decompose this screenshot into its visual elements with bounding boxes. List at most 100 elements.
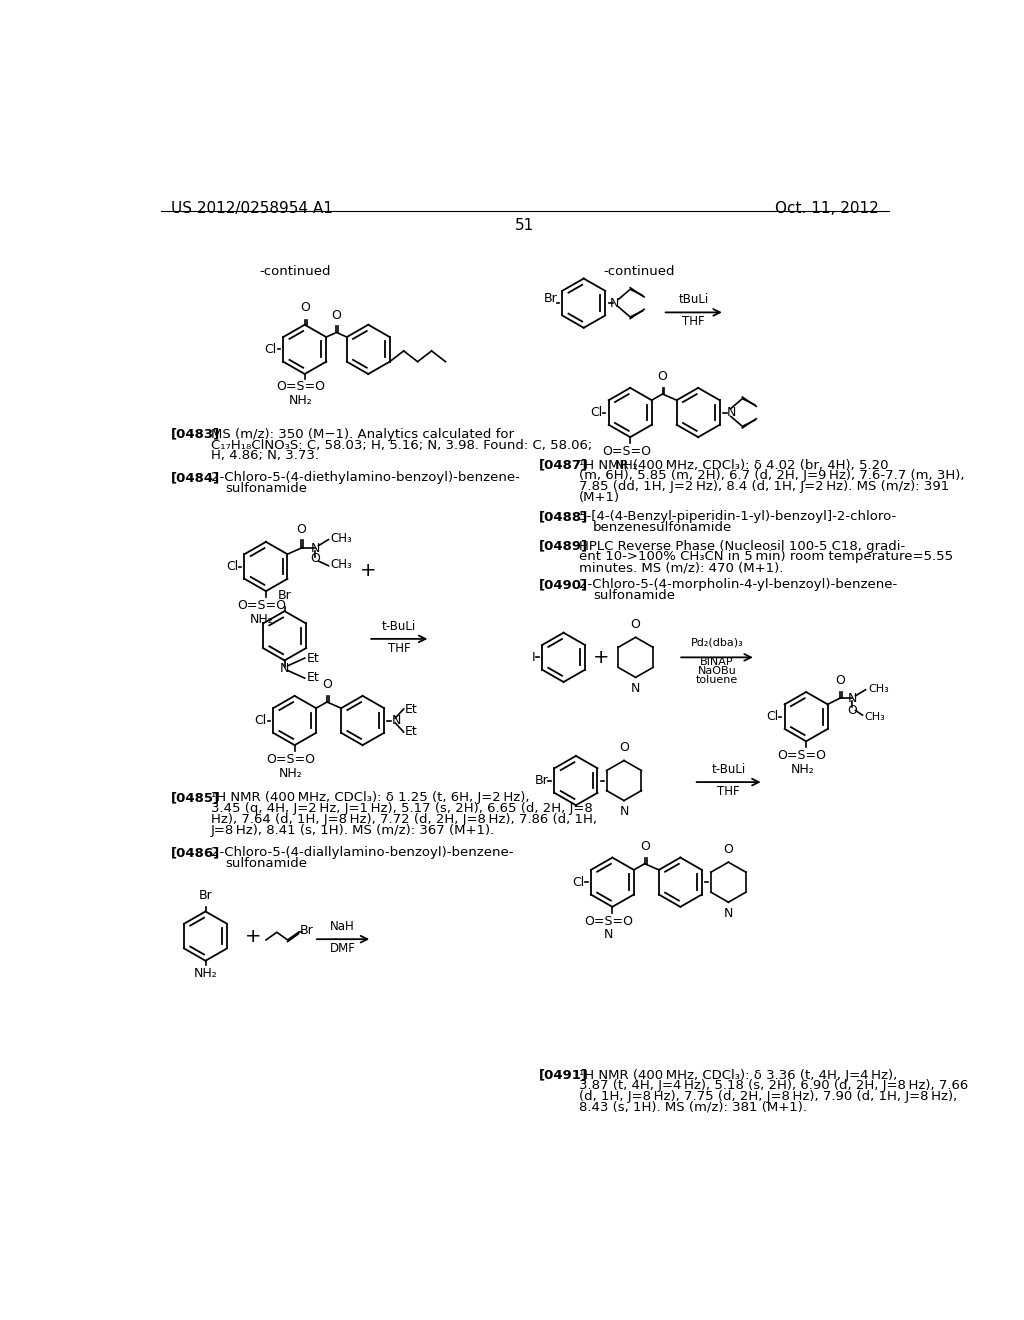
- Text: Cl: Cl: [264, 343, 276, 356]
- Text: Cl: Cl: [766, 710, 778, 723]
- Text: Br: Br: [199, 890, 212, 903]
- Text: O=S=O: O=S=O: [602, 445, 651, 458]
- Text: O: O: [724, 843, 733, 857]
- Text: sulfonamide: sulfonamide: [225, 482, 307, 495]
- Text: MS (m/z): 350 (M−1). Analytics calculated for: MS (m/z): 350 (M−1). Analytics calculate…: [211, 428, 514, 441]
- Text: [0487]: [0487]: [539, 459, 588, 471]
- Text: I: I: [532, 651, 536, 664]
- Text: NH₂: NH₂: [791, 763, 814, 776]
- Text: O=S=O: O=S=O: [584, 915, 633, 928]
- Text: sulfonamide: sulfonamide: [593, 589, 675, 602]
- Text: Br: Br: [300, 924, 313, 937]
- Text: [0491]: [0491]: [539, 1069, 588, 1081]
- Text: N: N: [724, 907, 733, 920]
- Text: O: O: [657, 370, 668, 383]
- Text: O: O: [620, 742, 629, 755]
- Text: O: O: [296, 523, 306, 536]
- Text: Hz), 7.64 (d, 1H, J=8 Hz), 7.72 (d, 2H, J=8 Hz), 7.86 (d, 1H,: Hz), 7.64 (d, 1H, J=8 Hz), 7.72 (d, 2H, …: [211, 813, 597, 826]
- Text: Cl: Cl: [572, 875, 585, 888]
- Text: N: N: [848, 692, 857, 705]
- Text: N: N: [310, 541, 321, 554]
- Text: Et: Et: [306, 652, 319, 665]
- Text: 8.43 (s, 1H). MS (m/z): 381 (M+1).: 8.43 (s, 1H). MS (m/z): 381 (M+1).: [579, 1101, 807, 1114]
- Text: Br: Br: [544, 292, 557, 305]
- Text: [0484]: [0484]: [171, 471, 220, 484]
- Text: CH₃: CH₃: [864, 711, 885, 722]
- Text: N: N: [604, 928, 613, 941]
- Text: O: O: [640, 840, 649, 853]
- Text: O: O: [310, 552, 321, 565]
- Text: C₁₇H₁₈ClNO₃S: C, 58.03; H, 5.16; N, 3.98. Found: C, 58.06;: C₁₇H₁₈ClNO₃S: C, 58.03; H, 5.16; N, 3.98…: [211, 438, 592, 451]
- Text: Pd₂(dba)₃: Pd₂(dba)₃: [690, 638, 743, 647]
- Text: H, 4.86; N, 3.73.: H, 4.86; N, 3.73.: [211, 449, 318, 462]
- Text: 51: 51: [515, 218, 535, 234]
- Text: tBuLi: tBuLi: [679, 293, 709, 306]
- Text: Br: Br: [278, 589, 292, 602]
- Text: +: +: [246, 927, 262, 945]
- Text: O: O: [848, 704, 857, 717]
- Text: ¹H NMR (400 MHz, CDCl₃): δ 3.36 (t, 4H, J=4 Hz),: ¹H NMR (400 MHz, CDCl₃): δ 3.36 (t, 4H, …: [579, 1069, 897, 1081]
- Text: minutes. MS (m/z): 470 (M+1).: minutes. MS (m/z): 470 (M+1).: [579, 561, 783, 574]
- Text: 3.45 (q, 4H, J=2 Hz, J=1 Hz), 5.17 (s, 2H), 6.65 (d, 2H, J=8: 3.45 (q, 4H, J=2 Hz, J=1 Hz), 5.17 (s, 2…: [211, 803, 593, 816]
- Text: Et: Et: [406, 704, 418, 717]
- Text: HPLC Reverse Phase (Nucleosil 100-5 C18, gradi-: HPLC Reverse Phase (Nucleosil 100-5 C18,…: [579, 540, 905, 553]
- Text: +: +: [593, 648, 609, 667]
- Text: J=8 Hz), 8.41 (s, 1H). MS (m/z): 367 (M+1).: J=8 Hz), 8.41 (s, 1H). MS (m/z): 367 (M+…: [211, 824, 496, 837]
- Text: +: +: [360, 561, 377, 579]
- Text: O=S=O: O=S=O: [778, 748, 826, 762]
- Text: NH₂: NH₂: [289, 395, 312, 407]
- Text: CH₃: CH₃: [331, 558, 352, 572]
- Text: 5-[4-(4-Benzyl-piperidin-1-yl)-benzoyl]-2-chloro-: 5-[4-(4-Benzyl-piperidin-1-yl)-benzoyl]-…: [579, 511, 897, 523]
- Text: O=S=O: O=S=O: [276, 380, 326, 393]
- Text: 3.87 (t, 4H, J=4 Hz), 5.18 (s, 2H), 6.90 (d, 2H, J=8 Hz), 7.66: 3.87 (t, 4H, J=4 Hz), 5.18 (s, 2H), 6.90…: [579, 1080, 969, 1093]
- Text: N: N: [631, 682, 640, 696]
- Text: N: N: [610, 297, 620, 310]
- Text: THF: THF: [388, 642, 411, 655]
- Text: [0485]: [0485]: [171, 792, 220, 804]
- Text: sulfonamide: sulfonamide: [225, 857, 307, 870]
- Text: O=S=O: O=S=O: [266, 752, 315, 766]
- Text: NH₂: NH₂: [250, 612, 274, 626]
- Text: O: O: [631, 618, 641, 631]
- Text: O: O: [835, 675, 845, 688]
- Text: BINAP: BINAP: [700, 656, 734, 667]
- Text: N: N: [391, 714, 400, 727]
- Text: N: N: [620, 805, 629, 818]
- Text: CH₃: CH₃: [331, 532, 352, 545]
- Text: ent 10->100% CH₃CN in 5 min) room temperature=5.55: ent 10->100% CH₃CN in 5 min) room temper…: [579, 550, 953, 564]
- Text: NH₂: NH₂: [279, 767, 303, 780]
- Text: [0483]: [0483]: [171, 428, 220, 441]
- Text: -continued: -continued: [604, 264, 675, 277]
- Text: O: O: [322, 678, 332, 692]
- Text: US 2012/0258954 A1: US 2012/0258954 A1: [171, 201, 333, 215]
- Text: 7.85 (dd, 1H, J=2 Hz), 8.4 (d, 1H, J=2 Hz). MS (m/z): 391: 7.85 (dd, 1H, J=2 Hz), 8.4 (d, 1H, J=2 H…: [579, 480, 949, 494]
- Text: 2-Chloro-5-(4-morpholin-4-yl-benzoyl)-benzene-: 2-Chloro-5-(4-morpholin-4-yl-benzoyl)-be…: [579, 578, 897, 591]
- Text: THF: THF: [682, 315, 706, 329]
- Text: Br: Br: [535, 774, 548, 787]
- Text: ¹H NMR (400 MHz, CDCl₃): δ 1.25 (t, 6H, J=2 Hz),: ¹H NMR (400 MHz, CDCl₃): δ 1.25 (t, 6H, …: [211, 792, 529, 804]
- Text: [0486]: [0486]: [171, 846, 220, 859]
- Text: NaOBu: NaOBu: [697, 665, 736, 676]
- Text: (d, 1H, J=8 Hz), 7.75 (d, 2H, J=8 Hz), 7.90 (d, 1H, J=8 Hz),: (d, 1H, J=8 Hz), 7.75 (d, 2H, J=8 Hz), 7…: [579, 1090, 957, 1104]
- Text: N: N: [727, 407, 736, 418]
- Text: NH₂: NH₂: [614, 459, 638, 471]
- Text: CH₃: CH₃: [868, 684, 889, 694]
- Text: -continued: -continued: [259, 264, 331, 277]
- Text: toluene: toluene: [696, 675, 738, 685]
- Text: benzenesulfonamide: benzenesulfonamide: [593, 521, 732, 535]
- Text: O: O: [332, 309, 341, 322]
- Text: [0488]: [0488]: [539, 511, 588, 523]
- Text: O: O: [300, 301, 309, 314]
- Text: DMF: DMF: [330, 942, 355, 956]
- Text: Cl: Cl: [590, 407, 602, 418]
- Text: NH₂: NH₂: [194, 966, 217, 979]
- Text: Cl: Cl: [226, 560, 238, 573]
- Text: O=S=O: O=S=O: [238, 599, 287, 612]
- Text: (M+1): (M+1): [579, 491, 621, 504]
- Text: Oct. 11, 2012: Oct. 11, 2012: [775, 201, 879, 215]
- Text: t-BuLi: t-BuLi: [382, 619, 417, 632]
- Text: NaH: NaH: [331, 920, 355, 933]
- Text: N: N: [280, 661, 289, 675]
- Text: 2-Chloro-5-(4-diallylamino-benzoyl)-benzene-: 2-Chloro-5-(4-diallylamino-benzoyl)-benz…: [211, 846, 513, 859]
- Text: t-BuLi: t-BuLi: [712, 763, 745, 776]
